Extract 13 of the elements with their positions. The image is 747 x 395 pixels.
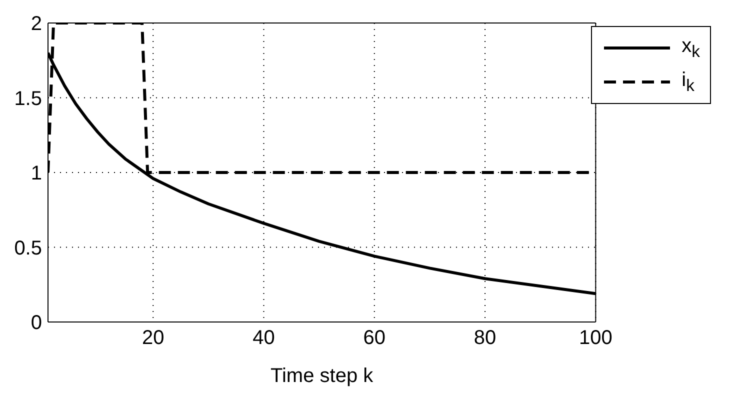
legend-label: x$_{k}$ [682, 34, 700, 62]
x-axis-title: Time step k [270, 365, 374, 387]
legend-label: i$_{k}$ [682, 68, 694, 96]
x-tick-label: 40 [252, 327, 275, 350]
y-tick-label: 1 [30, 162, 42, 185]
y-tick-label: 0.5 [14, 237, 42, 260]
y-tick-label: 0 [30, 312, 42, 334]
x-tick-label: 80 [474, 327, 496, 350]
x-tick-label: 60 [363, 327, 386, 350]
x-tick-label: 100 [578, 327, 612, 350]
y-tick-label: 1.5 [14, 88, 42, 110]
x-tick-label: 20 [142, 327, 164, 350]
y-tick-label: 2 [30, 13, 42, 36]
